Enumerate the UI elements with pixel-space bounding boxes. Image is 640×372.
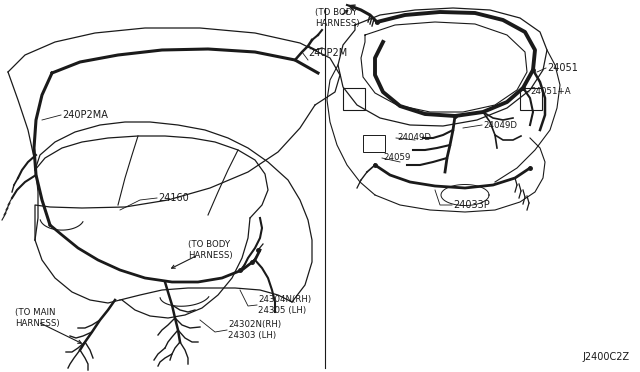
Text: 240P2M: 240P2M: [308, 48, 348, 58]
Text: 24059: 24059: [383, 154, 410, 163]
Text: 24049D: 24049D: [397, 134, 431, 142]
Text: (TO BODY
HARNESS): (TO BODY HARNESS): [315, 8, 360, 28]
Text: 24304N(RH)
24305 (LH): 24304N(RH) 24305 (LH): [258, 295, 311, 315]
Text: 24302N(RH)
24303 (LH): 24302N(RH) 24303 (LH): [228, 320, 281, 340]
Text: (TO MAIN
HARNESS): (TO MAIN HARNESS): [15, 308, 60, 328]
Text: (TO BODY
HARNESS): (TO BODY HARNESS): [188, 240, 232, 260]
Text: 24051+A: 24051+A: [530, 87, 571, 96]
Text: 240P2MA: 240P2MA: [62, 110, 108, 120]
Text: J2400C2Z: J2400C2Z: [583, 352, 630, 362]
Text: 24051: 24051: [547, 63, 578, 73]
Text: 24160: 24160: [158, 193, 189, 203]
Text: 24049D: 24049D: [483, 121, 517, 129]
Text: 24033P: 24033P: [453, 200, 490, 210]
